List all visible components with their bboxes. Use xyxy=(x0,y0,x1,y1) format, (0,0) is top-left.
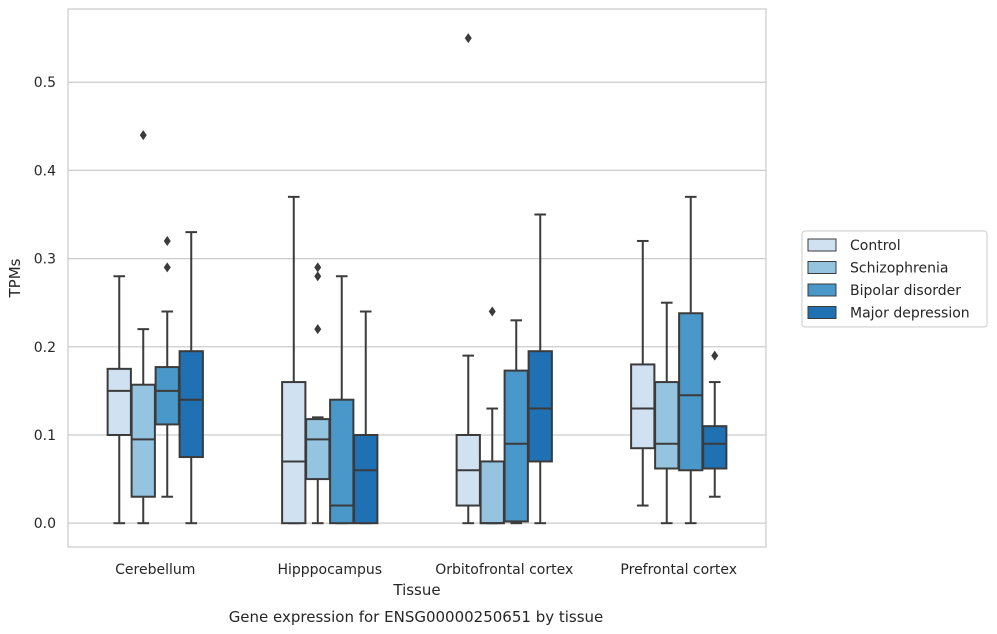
outlier-point xyxy=(711,350,719,361)
x-tick-label: Cerebellum xyxy=(115,562,195,578)
legend-swatch xyxy=(807,238,837,252)
box-major-depression xyxy=(353,310,379,525)
plot-area-frame xyxy=(67,8,767,548)
box-iqr xyxy=(281,381,307,525)
x-tick-label: Hipppocampus xyxy=(277,562,382,578)
box-iqr xyxy=(178,350,204,459)
x-axis-label: Tissue xyxy=(392,581,440,599)
legend: Control Schizophrenia Bipolar disorder Majo… xyxy=(801,230,988,328)
box-iqr xyxy=(305,418,331,481)
outlier-point xyxy=(139,130,147,141)
legend-label: Bipolar disorder xyxy=(850,283,961,299)
box-control xyxy=(281,195,307,525)
box-major-depression xyxy=(527,213,553,525)
outlier-point xyxy=(314,324,322,335)
box-iqr xyxy=(106,367,132,436)
x-axis-ticks: Cerebellum Hipppocampus Orbitofrontal cort… xyxy=(115,562,737,578)
box-iqr xyxy=(353,433,379,525)
box-iqr xyxy=(154,366,180,426)
legend-label: Major depression xyxy=(850,306,970,322)
box-schizophrenia xyxy=(130,130,156,525)
box-bipolar-disorder xyxy=(154,235,180,498)
box-iqr xyxy=(654,381,680,470)
y-tick-label: 0.0 xyxy=(34,516,56,532)
outlier-point xyxy=(163,235,171,246)
y-tick-label: 0.3 xyxy=(34,252,56,268)
box-iqr xyxy=(702,425,728,470)
outlier-point xyxy=(488,306,496,317)
y-tick-label: 0.5 xyxy=(34,75,56,91)
y-tick-label: 0.1 xyxy=(34,428,56,444)
legend-swatch xyxy=(807,306,837,319)
legend-frame xyxy=(801,230,988,328)
box-bipolar-disorder xyxy=(503,319,529,525)
box-bipolar-disorder xyxy=(678,195,704,525)
box-major-depression xyxy=(178,231,204,525)
box-major-depression xyxy=(702,350,728,498)
box-iqr xyxy=(479,460,505,525)
box-control xyxy=(630,239,656,507)
legend-label: Schizophrenia xyxy=(850,261,948,277)
legend-swatch xyxy=(807,283,837,297)
outlier-point xyxy=(464,33,472,44)
y-axis-label: TPMs xyxy=(6,258,24,298)
chart-caption: Gene expression for ENSG00000250651 by t… xyxy=(229,608,604,626)
y-axis-ticks: 0.0 0.1 0.2 0.3 0.4 0.5 xyxy=(34,75,56,532)
outlier-point xyxy=(314,271,322,282)
box-groups xyxy=(106,33,728,525)
x-tick-label: Prefrontal cortex xyxy=(620,562,737,578)
legend-swatch xyxy=(807,261,837,274)
y-tick-label: 0.4 xyxy=(34,163,56,179)
box-iqr xyxy=(630,363,656,450)
box-iqr xyxy=(503,369,529,523)
box-iqr xyxy=(678,312,704,472)
legend-label: Control xyxy=(850,238,901,254)
outlier-point xyxy=(314,262,322,273)
y-tick-label: 0.2 xyxy=(34,340,56,356)
x-tick-label: Orbitofrontal cortex xyxy=(435,562,573,578)
box-iqr xyxy=(527,350,553,463)
box-iqr xyxy=(130,383,156,498)
outlier-point xyxy=(163,262,171,273)
